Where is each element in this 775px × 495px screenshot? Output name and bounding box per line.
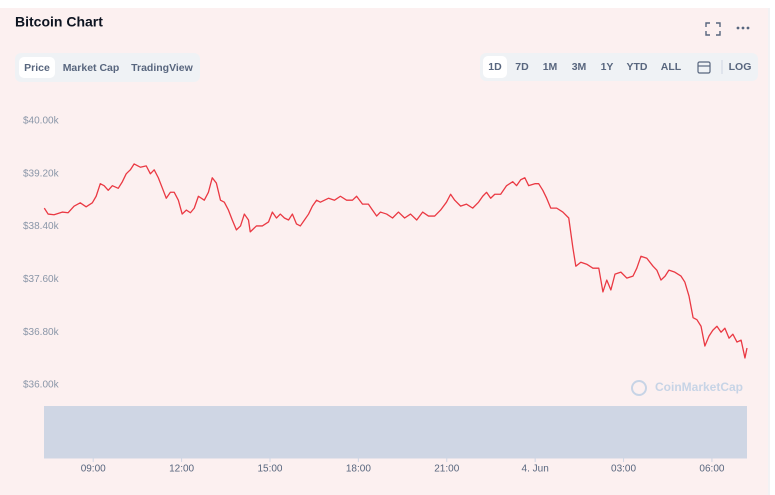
x-tick-label: 09:00 (81, 464, 106, 475)
price-line (43, 163, 748, 359)
y-tick-label: $38.40k (23, 221, 60, 232)
chart-title: Bitcoin Chart (15, 14, 103, 30)
range-button[interactable]: 1M (543, 61, 558, 73)
x-tick-label: 21:00 (434, 464, 459, 475)
dot (746, 26, 750, 30)
tab-group (15, 53, 200, 82)
y-tick-label: $36.80k (23, 327, 60, 338)
tab[interactable]: Market Cap (63, 62, 120, 74)
tab-active (19, 57, 55, 78)
y-tick-label: $40.00k (23, 116, 60, 127)
range-group (480, 53, 758, 81)
range-active (483, 56, 507, 78)
watermark: CoinMarketCap (655, 380, 743, 394)
tab[interactable]: TradingView (131, 62, 193, 74)
x-tick-label: 18:00 (346, 464, 371, 475)
y-tick-label: $36.00k (23, 380, 60, 391)
tab[interactable]: Price (24, 62, 50, 74)
y-tick-label: $37.60k (23, 274, 60, 285)
range-button[interactable]: 1D (488, 61, 502, 73)
volume-area (44, 406, 747, 458)
x-tick-label: 12:00 (169, 464, 194, 475)
expand-glyph (705, 22, 721, 36)
calendar-glyph (697, 61, 711, 74)
range-button[interactable]: 1Y (601, 61, 614, 73)
x-tick-label: 4. Jun (522, 464, 549, 475)
dot (736, 26, 740, 30)
range-button[interactable]: YTD (627, 61, 648, 73)
expand-icon[interactable] (705, 22, 721, 36)
menu-icon[interactable] (736, 26, 750, 30)
dot (741, 26, 745, 30)
y-tick-label: $39.20k (23, 168, 60, 179)
watermark-logo (631, 380, 647, 396)
x-tick-label: 15:00 (257, 464, 282, 475)
log-button[interactable]: LOG (729, 61, 752, 73)
calendar-icon[interactable] (697, 61, 711, 74)
x-tick-label: 06:00 (699, 464, 724, 475)
range-button[interactable]: 3M (572, 61, 587, 73)
x-tick-label: 03:00 (611, 464, 636, 475)
range-button[interactable]: ALL (661, 61, 682, 73)
range-button[interactable]: 7D (515, 61, 529, 73)
